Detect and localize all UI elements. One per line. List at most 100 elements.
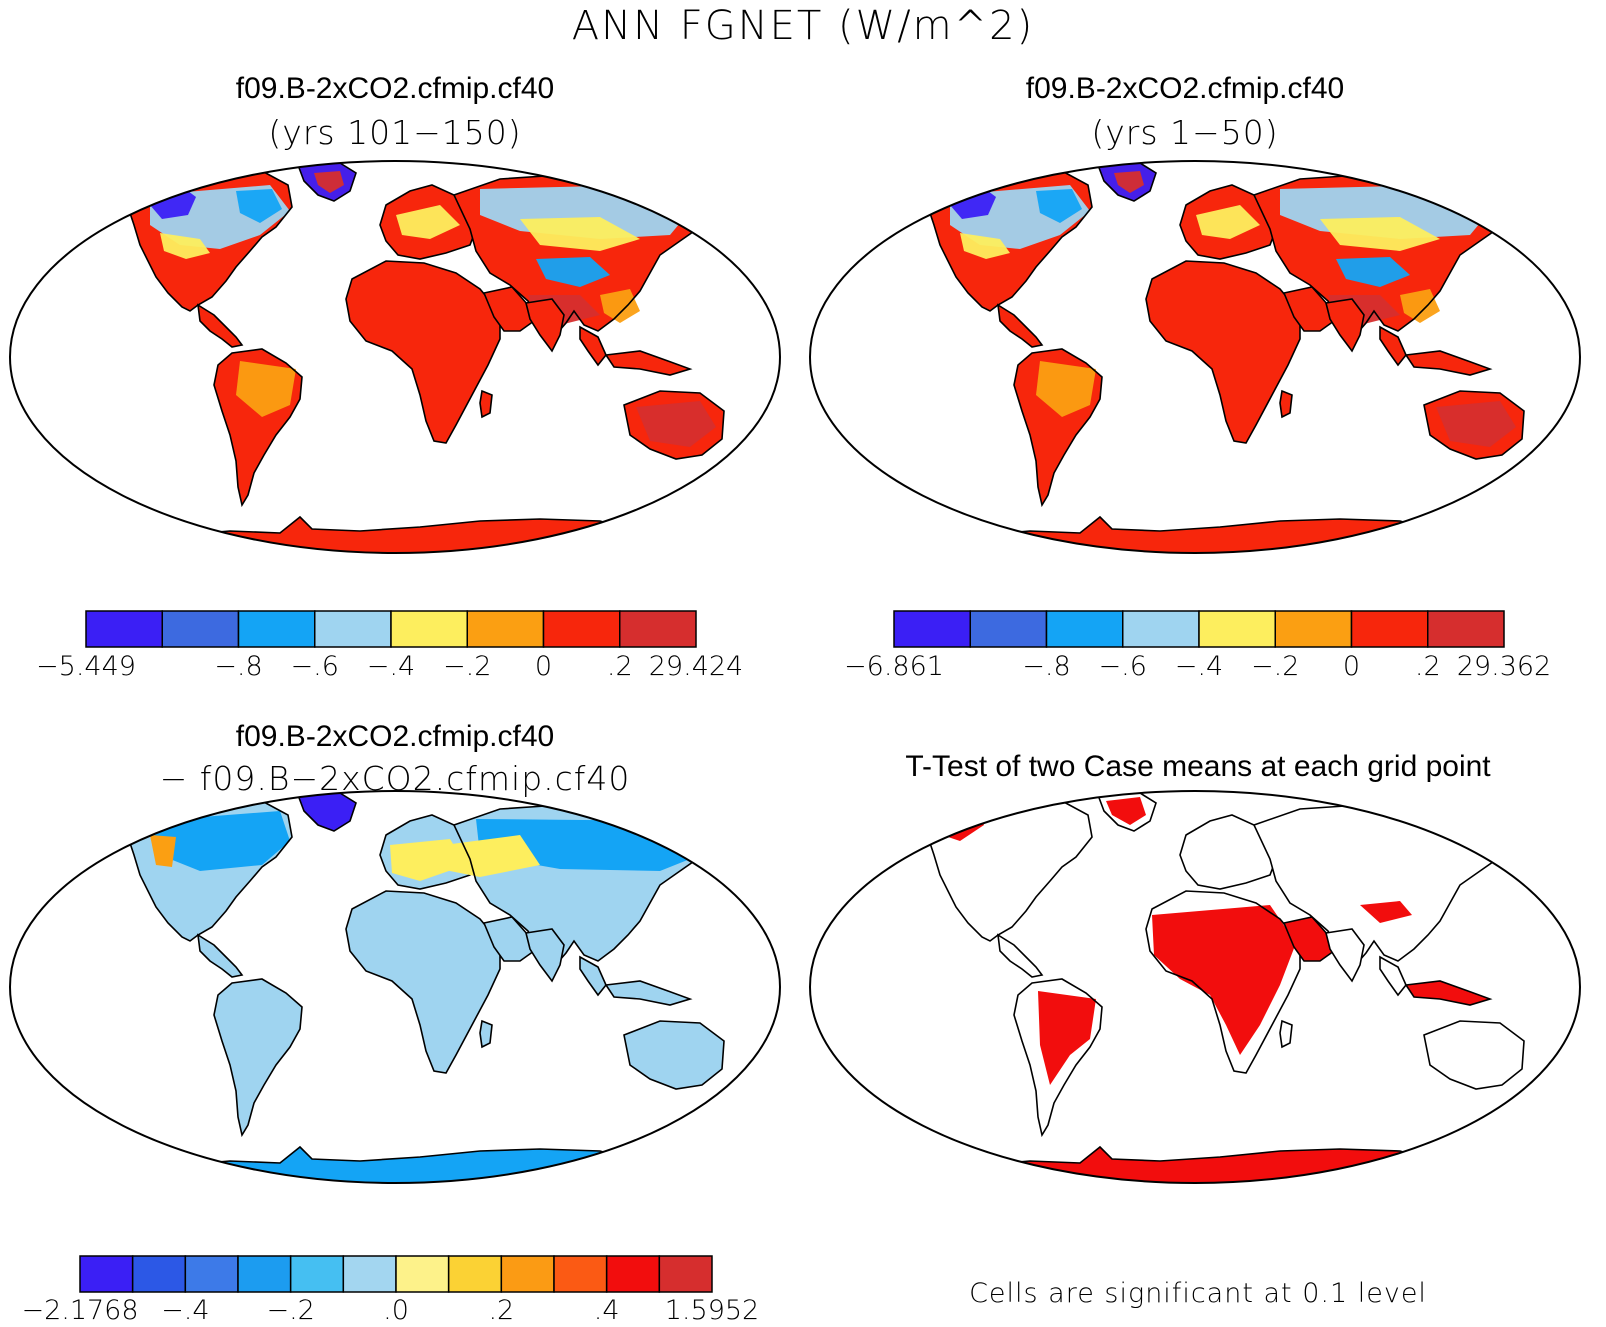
case2-map-europe-coastline — [1179, 184, 1277, 260]
case1-map-madagascar-fill — [480, 391, 492, 417]
case2-map-antarctica-coastline — [948, 515, 1463, 553]
colorbar-swatch-5 — [1274, 610, 1353, 648]
case2-map-seasia-coastline — [1379, 325, 1407, 367]
difference-map-india-coastline — [525, 928, 565, 983]
ttest-map-india-fill — [1326, 929, 1364, 981]
difference-map-seasia-coastline — [579, 955, 607, 997]
difference-map-camerica-fill — [198, 935, 242, 977]
difference-map-arabia-coastline — [482, 916, 535, 962]
case2-map-samerica-region-0 — [1036, 361, 1096, 417]
colorbar-label: −6.861 — [844, 651, 944, 682]
ttest-map-samerica-significant — [1038, 991, 1096, 1085]
difference-colorbar-labels: −2.1768 −.4 −.2 .0 .2 .4 1.5952 — [0, 1296, 790, 1327]
case1-map-namerica-region-2 — [236, 189, 282, 223]
difference-map-india-fill — [526, 929, 564, 981]
colorbar-swatch-0 — [893, 610, 971, 648]
difference-colorbar — [79, 1255, 713, 1293]
colorbar-swatch-4 — [289, 1255, 345, 1293]
colorbar-label: −.6 — [1098, 651, 1147, 682]
colorbar-swatch-6 — [1350, 610, 1429, 648]
colorbar-swatch-1 — [161, 610, 240, 648]
colorbar-swatch-4 — [1198, 610, 1276, 648]
case2-map-samerica-coastline — [1013, 348, 1103, 508]
case1-map-europe-region-0 — [396, 205, 460, 239]
colorbar-swatch-7 — [1427, 610, 1505, 648]
colorbar-swatch-3 — [237, 1255, 292, 1293]
ttest-map-arabia-coastline — [1282, 916, 1335, 962]
colorbar-swatch-0 — [85, 610, 163, 648]
difference-map-asia-region-1 — [440, 835, 540, 877]
case1-map-samerica-coastline — [213, 348, 303, 508]
ttest-map-seasia-coastline — [1379, 955, 1407, 997]
figure-title: ANN FGNET (W/m^2) — [571, 3, 1035, 49]
colorbar-swatch-6 — [395, 1255, 450, 1293]
colorbar-label: −5.449 — [36, 651, 136, 682]
case2-map-australia-region-0 — [1436, 401, 1516, 447]
colorbar-label: −2.1768 — [21, 1295, 139, 1326]
ttest-map-namerica-coastline — [927, 800, 1093, 942]
colorbar-swatch-2 — [184, 1255, 239, 1293]
case2-map-namerica-region-3 — [960, 233, 1010, 259]
case2-map-indonesia-coastline — [1404, 350, 1493, 376]
ttest-map-indonesia-significant — [1406, 981, 1490, 1005]
case2-map-indonesia-fill — [1406, 351, 1490, 375]
case1-map-australia-coastline — [623, 390, 725, 460]
colorbar-swatch-11 — [658, 1255, 713, 1293]
colorbar-label: −.4 — [161, 1295, 210, 1326]
case1-map-europe-coastline — [379, 184, 477, 260]
difference-map-namerica-region-1 — [150, 835, 176, 867]
colorbar-label: .2 — [1414, 651, 1441, 682]
colorbar-label: −.4 — [366, 651, 416, 682]
case2-map-namerica-coastline — [927, 170, 1093, 312]
case2-map-australia-coastline — [1423, 390, 1525, 460]
colorbar-swatch-9 — [553, 1255, 608, 1293]
colorbar-swatch-7 — [447, 1255, 503, 1293]
case1-map-greenland-region-1 — [314, 171, 344, 193]
ttest-map-asia-fill — [1254, 805, 1504, 969]
difference-map-border — [9, 790, 781, 1184]
colorbar-label: .0 — [383, 1295, 409, 1326]
panel4-title: T-Test of two Case means at each grid po… — [905, 750, 1491, 783]
colorbar-swatch-2 — [1045, 610, 1124, 648]
case1-map-africa-coastline — [345, 260, 501, 444]
colorbar-label: 1.5952 — [664, 1295, 760, 1326]
case2-map-madagascar-fill — [1280, 391, 1292, 417]
ttest-map-greenland-significant — [1106, 797, 1146, 825]
colorbar-swatch-6 — [542, 610, 621, 648]
difference-map-camerica-coastline — [196, 933, 244, 978]
colorbar-label: 29.424 — [648, 651, 744, 682]
difference-map-indonesia-coastline — [604, 980, 693, 1006]
case2-map-europe-region-0 — [1196, 205, 1260, 239]
case1-map-asia-region-1 — [520, 217, 640, 251]
ttest-map-africa-coastline — [1145, 890, 1301, 1074]
difference-map-seasia-fill — [580, 957, 606, 995]
colorbar-swatch-3 — [1122, 610, 1200, 648]
difference-map-africa-coastline — [345, 890, 501, 1074]
case1-colorbar-labels: −5.449 −.8 −.6 −.4 −.2 0 .2 29.424 — [0, 652, 790, 684]
colorbar-swatch-8 — [500, 1255, 555, 1293]
case2-map-arabia-coastline — [1282, 286, 1335, 332]
colorbar-label: 29.362 — [1456, 651, 1552, 682]
ttest-map-madagascar-fill — [1280, 1021, 1292, 1047]
case1-map-greenland-coastline — [296, 162, 357, 202]
colorbar-swatch-3 — [314, 610, 392, 648]
panel3-title: f09.B-2xCO2.cfmip.cf40 — [235, 720, 555, 753]
panel2-subtitle: (yrs 1−50) — [1091, 113, 1279, 152]
colorbar-label: .2 — [488, 1295, 515, 1326]
case2-map-seasia-fill — [1380, 327, 1406, 365]
case1-map-camerica-coastline — [196, 303, 244, 348]
case2-map-madagascar-coastline — [1279, 389, 1293, 419]
ttest-map-europe-fill — [1180, 815, 1276, 889]
case2-map-india-coastline — [1325, 298, 1365, 353]
difference-map-namerica-region-0 — [150, 811, 290, 871]
case2-colorbar-labels: −6.861 −.8 −.6 −.4 −.2 0 .2 29.362 — [0, 652, 1606, 684]
colorbar-label: −.6 — [290, 651, 339, 682]
colorbar-label: 0 — [1342, 651, 1361, 682]
case2-map-namerica-region-2 — [1036, 189, 1082, 223]
colorbar-swatch-0 — [79, 1255, 134, 1293]
significance-footnote: Cells are significant at 0.1 level — [969, 1278, 1427, 1309]
case1-map-africa-fill — [346, 261, 500, 443]
ttest-map-samerica-coastline — [1013, 978, 1103, 1138]
colorbar-label: −.2 — [443, 651, 492, 682]
ttest-map-antarctica-coastline — [948, 1145, 1463, 1183]
